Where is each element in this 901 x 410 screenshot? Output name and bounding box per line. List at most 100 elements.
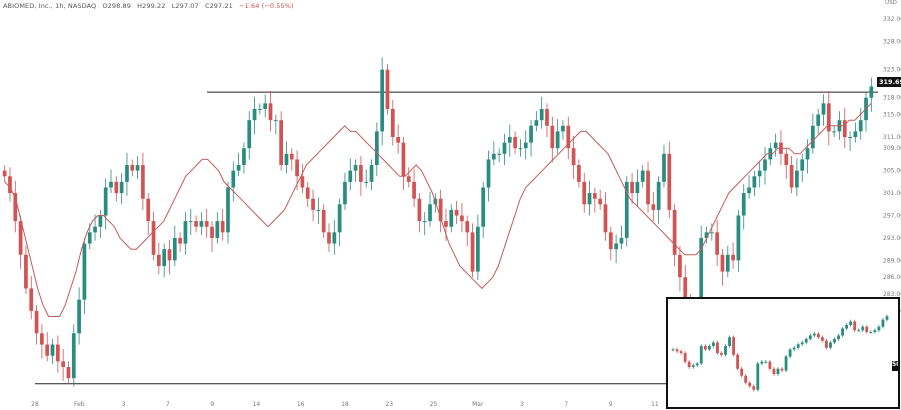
inset-candle-body — [825, 340, 828, 348]
candle-body — [438, 198, 443, 222]
inset-candle-body — [756, 363, 760, 390]
candle-body — [406, 176, 411, 182]
candle-body — [98, 215, 103, 227]
close-value: C297.21 — [204, 2, 233, 10]
candle-body — [183, 221, 188, 244]
candle-body — [672, 209, 677, 255]
candle-body — [810, 125, 815, 149]
candle-body — [364, 181, 369, 183]
y-tick-label: 286.00 — [883, 274, 901, 281]
inset-candle-body — [695, 363, 699, 366]
candle-body — [491, 153, 496, 160]
candle-body — [199, 221, 204, 227]
candle-body — [18, 221, 23, 255]
candle-body — [390, 108, 395, 137]
candle-body — [8, 176, 12, 194]
candle-body — [741, 193, 746, 216]
inset-candle-body — [837, 335, 840, 339]
x-tick-label: 28 — [31, 401, 39, 408]
candle-body — [412, 181, 416, 199]
candle-body — [784, 153, 789, 166]
candle-body — [268, 103, 273, 121]
y-tick-label: 305.00 — [883, 168, 901, 175]
candle-body — [188, 221, 193, 223]
candle-body — [167, 249, 172, 261]
candle-body — [646, 170, 650, 205]
inset-candle-body — [720, 353, 723, 355]
candle-body — [34, 310, 39, 334]
inset-candle-body — [703, 346, 707, 350]
candle-body — [156, 254, 161, 266]
x-tick-label: 18 — [341, 401, 349, 408]
inset-candle-body — [784, 356, 788, 371]
x-tick-label: 25 — [430, 401, 438, 408]
y-tick-label: 328.00 — [883, 39, 901, 46]
candle-body — [709, 232, 714, 234]
candle-body — [630, 181, 634, 194]
candle-body — [577, 165, 581, 182]
candle-body — [747, 187, 751, 194]
inset-candle-body — [804, 339, 808, 343]
candle-body — [651, 204, 656, 210]
inset-candle-body — [768, 361, 772, 369]
low-value: L297.07 — [171, 2, 199, 10]
candle-body — [273, 120, 278, 122]
candle-body — [316, 209, 321, 211]
inset-candle-body — [780, 368, 784, 371]
inset-candle-body — [869, 332, 873, 333]
inset-candle-body — [792, 347, 796, 350]
currency-label: USD — [885, 0, 897, 6]
candle-body — [178, 237, 182, 244]
inset-candle-body — [772, 368, 776, 374]
candle-body — [29, 288, 34, 311]
inset-candle-body — [732, 337, 735, 355]
candle-body — [311, 198, 315, 210]
inset-candle-body — [873, 330, 877, 332]
y-tick-label: 332.00 — [883, 16, 901, 23]
candle-body — [374, 131, 379, 166]
y-tick-label: 297.00 — [883, 213, 901, 220]
candle-body — [832, 131, 836, 133]
candle-body — [125, 165, 129, 182]
inset-candle-body — [699, 346, 703, 364]
inset-candle-body — [687, 361, 691, 367]
candle-body — [465, 221, 470, 233]
candle-body — [252, 108, 257, 121]
candle-body — [513, 137, 517, 149]
inset-candle-body — [800, 342, 804, 345]
candle-body — [821, 103, 826, 115]
candle-body — [353, 165, 358, 171]
candle-body — [119, 181, 124, 194]
inset-candle-body — [736, 354, 740, 369]
candle-body — [614, 243, 618, 250]
candle-body — [327, 232, 331, 244]
candle-body — [858, 120, 863, 132]
inset-candle-body — [728, 337, 731, 346]
candle-body — [242, 148, 246, 166]
candle-body — [40, 333, 44, 345]
candle-body — [699, 237, 704, 323]
candle-body — [417, 198, 422, 222]
chart-header: ABIOMED, Inc., 1h, NASDAQ O298.89 H299.2… — [3, 2, 298, 10]
candle-body — [135, 165, 140, 171]
candle-body — [114, 181, 119, 194]
candle-body — [263, 103, 268, 109]
candle-body — [295, 159, 299, 177]
candle-body — [71, 333, 76, 379]
candle-body — [523, 142, 528, 149]
candle-body — [141, 165, 145, 199]
candle-body — [582, 181, 587, 205]
candle-body — [789, 165, 794, 188]
candle-body — [635, 181, 640, 194]
candle-body — [800, 159, 805, 171]
candle-body — [683, 277, 688, 300]
candle-body — [826, 103, 831, 132]
open-value: O298.89 — [102, 2, 131, 10]
candle-body — [481, 187, 486, 227]
x-tick-label: 9 — [609, 401, 613, 408]
last-price-tag: 319.69 — [877, 77, 901, 87]
candle-body — [305, 187, 310, 199]
inset-candle-body — [764, 361, 768, 363]
inset-candle-body — [881, 319, 885, 327]
candle-body — [359, 165, 363, 182]
